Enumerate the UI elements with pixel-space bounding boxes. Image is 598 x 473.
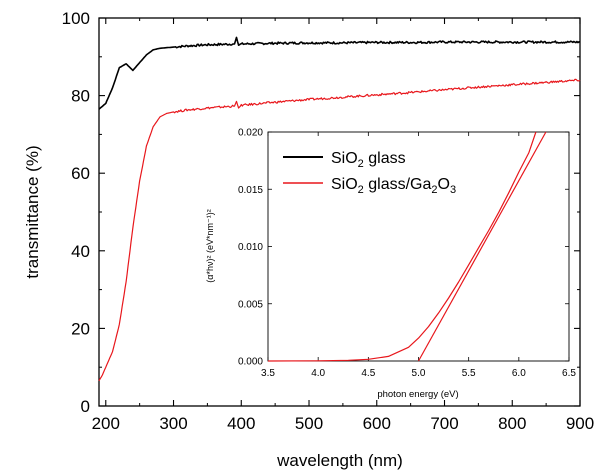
inset-plot-frame — [267, 131, 570, 362]
x-tick-label: 500 — [295, 414, 323, 433]
x-tick-label: 300 — [159, 414, 187, 433]
inset-y-tick-label: 0.000 — [238, 357, 263, 368]
legend-label-sio2: SiO2 glass — [331, 150, 406, 170]
series-line-sio2-glass — [98, 36, 581, 110]
series-line-sio2-glass-ga2o3 — [98, 78, 581, 382]
y-axis-label: transmittance (%) — [23, 145, 42, 278]
inset-tauc-curve — [267, 131, 537, 362]
y-tick-label: 20 — [71, 319, 90, 338]
main-axis-ticks: 200 300 400 500 600 700 800 900 0 20 40 60 80 100 — [62, 9, 595, 433]
inset-linear-fit-line — [417, 131, 547, 362]
y-tick-label: 80 — [71, 87, 90, 106]
legend: SiO2 glass SiO2 glass/Ga2O3 — [283, 150, 456, 196]
main-series-lines — [98, 36, 581, 382]
inset-x-tick-label: 4.0 — [311, 368, 325, 379]
x-tick-label: 900 — [566, 414, 594, 433]
x-tick-label: 800 — [498, 414, 526, 433]
inset-y-axis-label: (α*hν)² (eV*nm⁻¹)² — [205, 209, 215, 282]
inset-y-tick-label: 0.010 — [238, 242, 263, 253]
inset-axis-ticks: 3.5 4.0 4.5 5.0 5.5 6.0 6.5 0.000 0.005 0.010 0.01… — [238, 128, 576, 380]
x-tick-label: 600 — [363, 414, 391, 433]
y-tick-label: 0 — [81, 397, 90, 416]
inset-y-tick-label: 0.015 — [238, 185, 263, 196]
x-tick-label: 200 — [92, 414, 120, 433]
inset-x-tick-label: 6.0 — [512, 368, 526, 379]
legend-label-sio2-ga2o3: SiO2 glass/Ga2O3 — [331, 176, 456, 196]
inset-x-tick-label: 6.5 — [562, 368, 576, 379]
inset-y-tick-label: 0.005 — [238, 299, 263, 310]
x-tick-label: 400 — [227, 414, 255, 433]
x-tick-label: 700 — [430, 414, 458, 433]
y-tick-label: 60 — [71, 164, 90, 183]
inset-x-tick-label: 3.5 — [261, 368, 275, 379]
x-axis-label: wavelength (nm) — [276, 451, 403, 470]
inset-y-tick-label: 0.020 — [238, 128, 263, 139]
inset-x-tick-label: 5.0 — [412, 368, 426, 379]
y-tick-label: 40 — [71, 242, 90, 261]
inset-x-tick-label: 4.5 — [361, 368, 375, 379]
y-tick-label: 100 — [62, 9, 90, 28]
inset-series-lines — [267, 131, 547, 362]
inset-x-tick-label: 5.5 — [462, 368, 476, 379]
inset-x-axis-label: photon energy (eV) — [377, 389, 458, 400]
